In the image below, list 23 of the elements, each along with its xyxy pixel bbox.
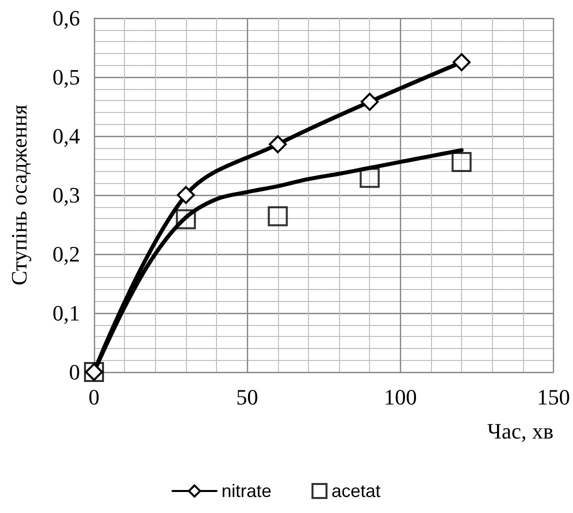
y-tick-label: 0,5: [52, 64, 80, 90]
x-tick-label: 100: [384, 384, 417, 410]
y-tick-label: 0,3: [52, 182, 80, 208]
y-axis-title: Ступінь осадження: [6, 104, 32, 286]
y-tick-label: 0,2: [52, 242, 80, 266]
x-tick-label: 0: [88, 384, 100, 410]
y-tick-label: 0: [69, 360, 80, 384]
y-tick-label: 0,1: [52, 300, 80, 326]
point: [360, 168, 380, 188]
point: [268, 206, 288, 226]
y-tick-label: 0,6: [52, 6, 80, 30]
legend-label: nitrate: [222, 481, 272, 501]
point: [268, 135, 287, 154]
x-tick-label: 150: [537, 384, 570, 410]
point: [176, 209, 196, 230]
x-axis-title: Час, хв: [487, 418, 554, 444]
point: [360, 92, 379, 111]
legend-label: acetat: [332, 481, 381, 501]
point: [452, 152, 472, 172]
x-tick-label: 50: [236, 384, 258, 410]
point: [176, 186, 195, 204]
y-tick-label: 0,4: [52, 124, 80, 148]
point: [452, 53, 471, 72]
